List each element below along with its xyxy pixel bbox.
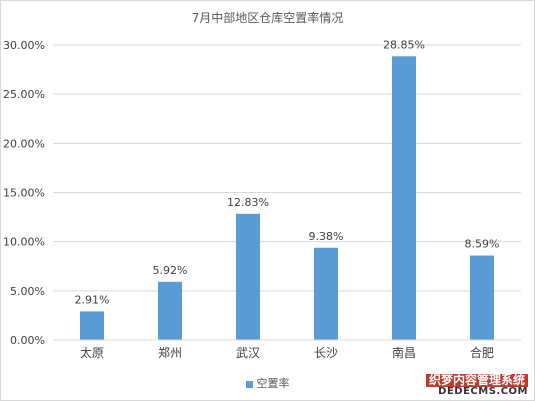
bar (314, 247, 338, 340)
data-labels: 2.91% 5.92% 12.83% 9.38% 28.85% 8.59% (75, 38, 500, 306)
y-tick-label: 25.00% (3, 88, 45, 101)
x-tick-label: 合肥 (470, 345, 494, 360)
chart-title: 7月中部地区仓库空置率情况 (191, 11, 344, 25)
x-axis-ticks: 太原 郑州 武汉 长沙 南昌 合肥 (80, 345, 494, 360)
y-tick-label: 0.00% (10, 334, 45, 347)
x-tick-label: 太原 (80, 345, 104, 360)
bar (470, 255, 494, 340)
legend-swatch (245, 380, 253, 388)
gridlines (53, 44, 521, 292)
legend: 空置率 (1, 375, 534, 391)
data-label: 12.83% (227, 196, 269, 209)
data-label: 8.59% (465, 238, 500, 251)
bar (392, 56, 416, 340)
data-label: 2.91% (75, 293, 110, 306)
y-tick-label: 30.00% (3, 39, 45, 52)
legend-label: 空置率 (256, 377, 290, 390)
y-tick-label: 20.00% (3, 137, 45, 150)
y-axis-ticks: 0.00% 5.00% 10.00% 15.00% 20.00% 25.00% 30.00% (3, 39, 45, 347)
data-label: 28.85% (383, 38, 425, 51)
y-tick-label: 10.00% (3, 236, 45, 249)
data-label: 5.92% (153, 264, 188, 277)
data-label: 9.38% (309, 230, 344, 243)
bars (80, 56, 494, 340)
watermark-text-cn: 织梦内容管理系统 (425, 374, 528, 387)
bar (236, 213, 260, 340)
watermark-text-en: DEDECMS.COM (438, 385, 528, 397)
x-tick-label: 郑州 (158, 345, 182, 360)
x-tick-label: 武汉 (236, 346, 260, 360)
x-tick-label: 长沙 (314, 346, 338, 360)
watermark: 织梦内容管理系统 DEDECMS.COM (425, 374, 528, 397)
bar (80, 311, 104, 340)
x-tick-label: 南昌 (392, 345, 416, 360)
y-tick-label: 15.00% (3, 187, 45, 200)
y-tick-label: 5.00% (10, 285, 45, 298)
bar (158, 281, 182, 340)
